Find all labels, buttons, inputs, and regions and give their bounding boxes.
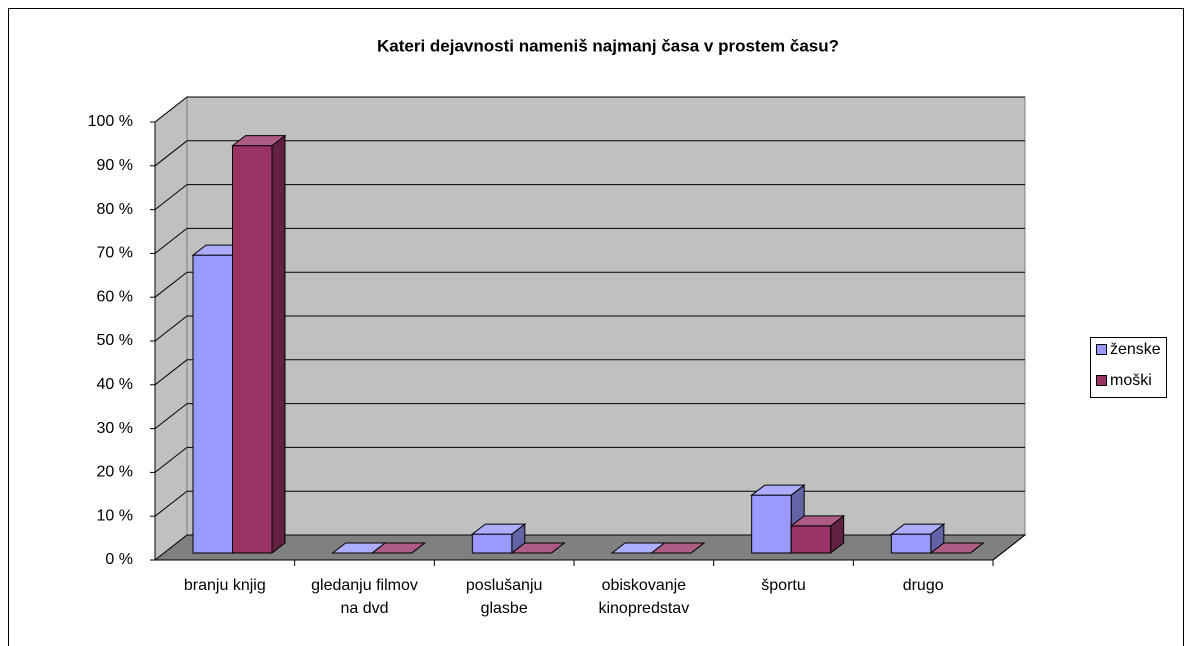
x-tick-label: drugo [902, 577, 944, 594]
grid-line [154, 359, 1025, 386]
bar-top [929, 542, 985, 554]
x-tick-label: športu [761, 577, 806, 594]
legend-label: moški [1110, 372, 1152, 389]
x-tick-label: branju knjig [183, 577, 266, 594]
bar-front [471, 533, 513, 554]
grid-line [154, 490, 1025, 517]
legend-swatch [1096, 375, 1107, 386]
grid-line [154, 271, 1025, 298]
bar-top [470, 523, 527, 535]
grid-line [154, 227, 1025, 254]
y-tick-label: 80 % [97, 201, 133, 218]
chart-title: Kateri dejavnosti nameniš najmanj časa v… [377, 36, 839, 55]
bar-top [231, 135, 287, 147]
x-tick-label: obiskovanje kinopredstav [598, 577, 690, 617]
bar-front [232, 145, 273, 554]
bar-top [650, 542, 706, 554]
legend-swatch [1096, 344, 1107, 355]
x-tick-label: poslušanju glasbe [465, 577, 543, 617]
bar-front [751, 494, 792, 554]
y-tick-label: 50 % [97, 332, 133, 349]
bar-top [789, 515, 846, 527]
y-tick-label: 90 % [97, 157, 133, 174]
y-tick-label: 70 % [97, 245, 133, 262]
bar [510, 542, 566, 554]
bar-top [510, 542, 566, 554]
y-tick-label: 10 % [97, 507, 133, 524]
y-tick-label: 40 % [97, 376, 133, 393]
bar-top [750, 484, 806, 496]
y-tick-label: 20 % [97, 464, 133, 481]
grid-line [154, 140, 1025, 167]
bar [370, 542, 427, 554]
grid-line [154, 96, 1025, 123]
y-tick-label: 30 % [97, 420, 133, 437]
grid-line [154, 184, 1025, 210]
x-tick-label: gledanju filmov na dvd [311, 577, 418, 617]
bar-top [370, 542, 427, 554]
bar-front [790, 525, 832, 554]
bar-side [271, 134, 286, 555]
legend-label: ženske [1110, 341, 1161, 358]
bar [929, 542, 985, 554]
bar-top [889, 523, 946, 535]
bar-front [192, 254, 233, 554]
bar [889, 523, 946, 555]
grid-line [154, 403, 1025, 429]
y-tick-label: 60 % [97, 288, 133, 305]
grid-line [154, 446, 1025, 473]
bar [650, 542, 706, 554]
bar [231, 134, 287, 555]
y-tick-label: 100 % [88, 113, 133, 130]
bar [470, 523, 527, 555]
x-axis-back [992, 534, 1026, 561]
bar-front [890, 533, 932, 554]
bar [789, 514, 846, 555]
grid-line [154, 315, 1025, 342]
y-tick-label: 0 % [105, 551, 133, 568]
